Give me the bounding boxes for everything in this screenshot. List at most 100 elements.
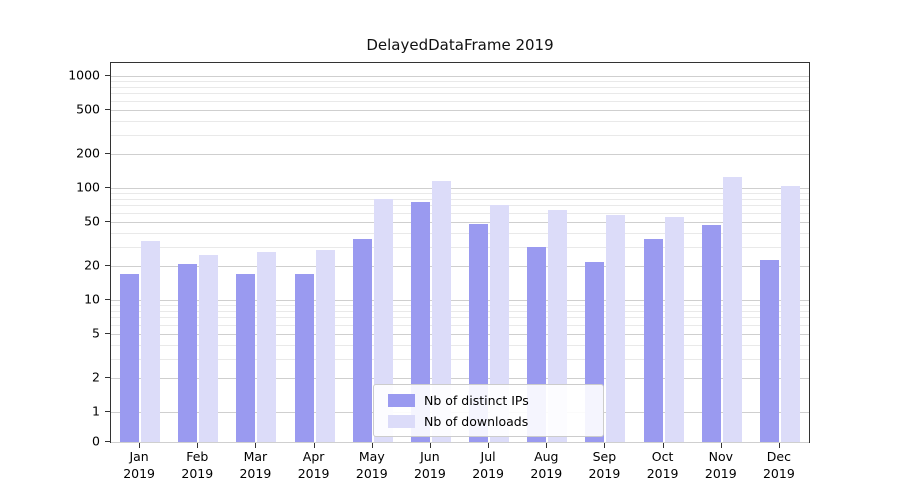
- bar-downloads: [664, 217, 684, 442]
- x-tick-mark: [139, 443, 141, 448]
- x-tick-label: Nov 2019: [704, 449, 737, 481]
- y-tick-mark: [105, 220, 110, 222]
- legend: Nb of distinct IPs Nb of downloads: [373, 384, 604, 437]
- bar-downloads: [490, 205, 510, 442]
- grid-major: [111, 109, 809, 111]
- y-tick-label: 5: [92, 325, 100, 341]
- grid-minor: [111, 134, 809, 136]
- x-tick-mark: [662, 443, 664, 448]
- x-tick-label: Feb 2019: [181, 449, 214, 481]
- grid-minor: [111, 246, 809, 248]
- grid-major: [111, 378, 809, 380]
- x-tick-mark: [778, 443, 780, 448]
- bar-distinct-ips: [236, 274, 256, 442]
- grid-major: [111, 266, 809, 268]
- bar-downloads: [780, 185, 800, 442]
- bar-downloads: [373, 198, 393, 442]
- bar-distinct-ips: [759, 259, 779, 442]
- x-tick-label: Sep 2019: [588, 449, 621, 481]
- grid-major: [111, 221, 809, 223]
- grid-minor: [111, 193, 809, 195]
- grid-minor: [111, 120, 809, 122]
- y-tick-label: 200: [76, 145, 100, 161]
- grid-major: [111, 188, 809, 189]
- x-tick-mark: [604, 443, 606, 448]
- y-tick-mark: [105, 441, 110, 442]
- x-tick-label: Aug 2019: [530, 449, 563, 481]
- y-tick-mark: [105, 377, 110, 379]
- x-tick-label: Jan 2019: [123, 449, 155, 481]
- y-tick-label: 0: [92, 433, 100, 449]
- legend-swatch-distinct-ips: [388, 393, 415, 407]
- grid-minor: [111, 310, 809, 312]
- y-tick-mark: [105, 153, 110, 155]
- y-tick-mark: [105, 299, 110, 300]
- bar-distinct-ips: [294, 274, 314, 442]
- grid-minor: [111, 81, 809, 83]
- bar-distinct-ips: [643, 239, 663, 442]
- grid-major: [111, 300, 809, 301]
- grid-minor: [111, 358, 809, 360]
- grid-minor: [111, 324, 809, 326]
- x-tick-label: Jul 2019: [472, 449, 504, 481]
- y-tick-mark: [105, 411, 110, 412]
- y-tick-label: 50: [84, 213, 100, 229]
- x-tick-label: Apr 2019: [297, 449, 330, 481]
- grid-major: [111, 333, 809, 335]
- y-tick-label: 10: [84, 291, 100, 307]
- bar-distinct-ips: [352, 239, 372, 442]
- grid-minor: [111, 212, 809, 214]
- x-tick-label: Jun 2019: [413, 449, 446, 481]
- grid-minor: [111, 86, 809, 88]
- x-tick-mark: [313, 443, 315, 448]
- grid-minor: [111, 100, 809, 102]
- x-tick-mark: [429, 443, 431, 448]
- x-tick-label: Dec 2019: [762, 449, 795, 481]
- x-tick-mark: [720, 443, 722, 448]
- grid-minor: [111, 305, 809, 307]
- bar-distinct-ips: [120, 274, 140, 442]
- bar-downloads: [606, 214, 626, 442]
- y-tick-mark: [105, 187, 110, 188]
- y-tick-mark: [105, 108, 110, 110]
- grid-minor: [111, 93, 809, 95]
- y-tick-mark: [105, 75, 110, 76]
- bar-distinct-ips: [701, 224, 721, 442]
- y-tick-label: 500: [76, 101, 100, 117]
- y-tick-label: 100: [76, 179, 100, 195]
- y-tick-mark: [105, 265, 110, 267]
- x-tick-label: Oct 2019: [646, 449, 679, 481]
- y-tick-label: 1000: [68, 67, 100, 83]
- chart-title: DelayedDataFrame 2019: [366, 36, 554, 54]
- bar-downloads: [257, 251, 277, 442]
- x-tick-mark: [197, 443, 199, 448]
- bar-downloads: [548, 209, 568, 442]
- grid-minor: [111, 317, 809, 319]
- x-tick-label: May 2019: [355, 449, 388, 481]
- legend-swatch-downloads: [388, 414, 415, 428]
- grid-minor: [111, 344, 809, 346]
- bar-distinct-ips: [410, 202, 430, 442]
- y-tick-label: 20: [84, 257, 100, 273]
- plot-area: Nb of distinct IPs Nb of downloads: [110, 62, 810, 443]
- legend-item-downloads: Nb of downloads: [388, 412, 589, 430]
- x-tick-mark: [488, 443, 490, 448]
- bar-downloads: [315, 249, 335, 442]
- x-tick-mark: [371, 443, 373, 448]
- y-axis: 0 1 2 5 10 20 50 100 200 500 1000: [0, 62, 100, 449]
- y-tick-mark: [105, 332, 110, 334]
- grid-major: [111, 154, 809, 156]
- legend-label-distinct-ips: Nb of distinct IPs: [424, 392, 529, 408]
- bar-downloads: [722, 177, 742, 442]
- grid-minor: [111, 205, 809, 207]
- y-tick-label: 2: [92, 369, 100, 385]
- grid-major: [111, 442, 809, 443]
- y-tick-label: 1: [92, 403, 100, 419]
- bar-downloads: [431, 181, 451, 442]
- bar-downloads: [141, 240, 161, 442]
- x-tick-mark: [255, 443, 257, 448]
- bar-downloads: [199, 255, 219, 442]
- grid-major: [111, 76, 809, 77]
- legend-item-distinct-ips: Nb of distinct IPs: [388, 391, 589, 409]
